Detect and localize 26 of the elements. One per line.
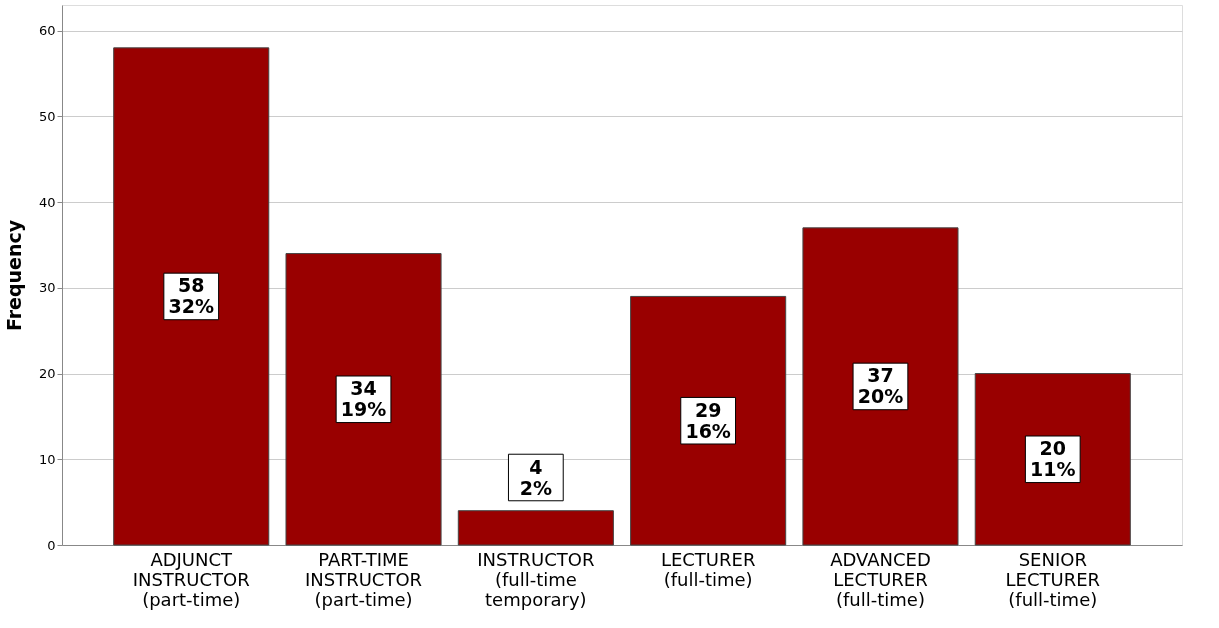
x-tick-label: ADJUNCT INSTRUCTOR (part-time) [132, 548, 250, 610]
data-label: 4 2% [519, 455, 552, 499]
data-label: 58 32% [168, 274, 214, 318]
data-label: 29 16% [685, 398, 731, 442]
data-label: 34 19% [340, 377, 387, 421]
y-tick-label: 30 [38, 280, 56, 296]
bar [802, 227, 959, 546]
bar [974, 373, 1131, 546]
bar [113, 47, 270, 546]
y-tick-label: 50 [38, 108, 56, 124]
x-tick-label: PART-TIME INSTRUCTOR (part-time) [304, 548, 423, 610]
y-axis-title: Frequency [2, 219, 25, 332]
y-tick-label: 60 [38, 23, 56, 39]
y-tick-label: 0 [47, 537, 56, 553]
x-tick-label: INSTRUCTOR (full-time temporary) [477, 548, 595, 610]
bar [630, 295, 787, 546]
y-tick-label: 40 [38, 194, 56, 210]
bar [457, 510, 614, 546]
data-label: 20 11% [1030, 437, 1076, 481]
x-tick-label: SENIOR LECTURER (full-time) [1005, 548, 1101, 610]
y-tick-label: 10 [38, 451, 56, 467]
x-tick-label: LECTURER (full-time) [660, 548, 756, 590]
y-tick-label: 20 [38, 366, 56, 382]
data-label: 37 20% [857, 364, 904, 408]
bar [285, 253, 442, 546]
x-tick-label: ADVANCED LECTURER (full-time) [830, 548, 931, 610]
